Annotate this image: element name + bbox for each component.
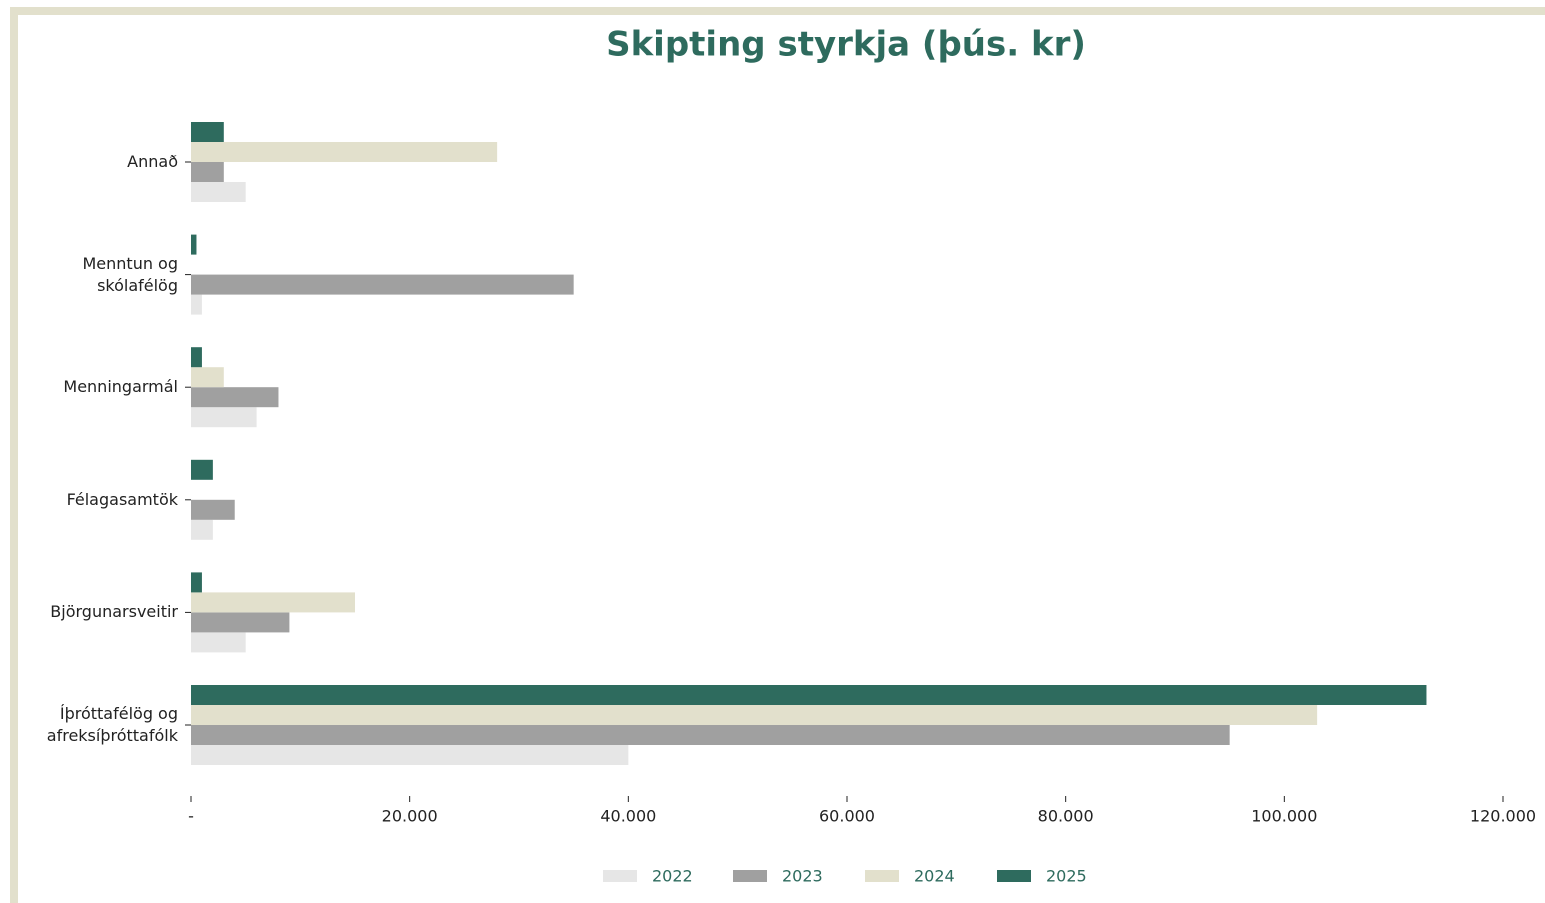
bar xyxy=(191,745,629,765)
bar xyxy=(191,162,224,182)
y-tick-label: Menningarmál xyxy=(63,377,178,397)
x-tick-label: 60.000 xyxy=(819,807,875,826)
bar xyxy=(191,294,202,315)
bar xyxy=(191,725,1230,745)
bar xyxy=(191,122,224,142)
y-tick-label: Björgunarsveitir xyxy=(50,602,178,622)
x-tick-label: 40.000 xyxy=(600,807,656,826)
legend-swatch xyxy=(865,870,899,882)
y-tick-label: Félagasamtök xyxy=(66,489,178,509)
bar xyxy=(191,592,355,613)
bar xyxy=(191,182,246,202)
bar xyxy=(191,407,257,428)
bar xyxy=(191,274,574,295)
frame-left xyxy=(10,7,18,903)
y-tick-label: Menntun og skólafélög xyxy=(82,253,178,295)
legend-swatch xyxy=(997,870,1031,882)
bar xyxy=(191,367,224,388)
chart-title: Skipting styrkja (þús. kr) xyxy=(606,25,1086,65)
x-tick-label: - xyxy=(188,807,194,826)
x-tick-label: 80.000 xyxy=(1038,807,1094,826)
bar xyxy=(191,519,213,540)
y-tick-label: Annað xyxy=(127,152,178,171)
bar xyxy=(191,387,279,408)
frame-top xyxy=(10,7,1545,15)
bar xyxy=(191,347,202,368)
bar xyxy=(191,459,213,480)
legend-label: 2025 xyxy=(1046,867,1087,886)
x-tick-label: 20.000 xyxy=(382,807,438,826)
legend-label: 2023 xyxy=(782,867,823,886)
x-tick-label: 100.000 xyxy=(1251,807,1317,826)
bar xyxy=(191,234,197,255)
bar xyxy=(191,499,235,520)
y-tick-label: Íþróttafélög og afreksíþróttafólk xyxy=(46,704,178,745)
legend-label: 2024 xyxy=(914,867,955,886)
x-tick-label: 120.000 xyxy=(1470,807,1536,826)
bar xyxy=(191,612,290,633)
bar xyxy=(191,685,1427,705)
legend-label: 2022 xyxy=(652,867,693,886)
bar xyxy=(191,632,246,653)
legend-swatch xyxy=(733,870,767,882)
legend-swatch xyxy=(603,870,637,882)
bar xyxy=(191,142,498,162)
bar xyxy=(191,572,202,593)
bar xyxy=(191,705,1318,725)
